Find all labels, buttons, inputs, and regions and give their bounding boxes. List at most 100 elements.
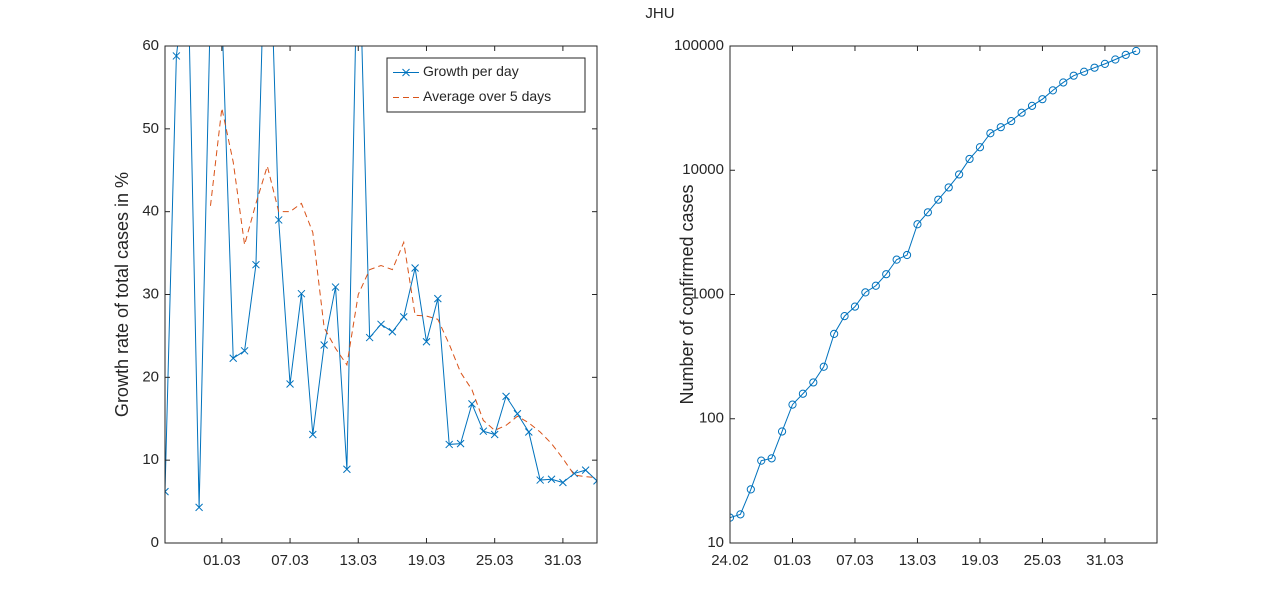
series-line bbox=[730, 50, 1137, 519]
x-tick-label: 25.03 bbox=[476, 552, 514, 569]
marker bbox=[172, 52, 181, 60]
marker bbox=[1069, 71, 1078, 80]
marker bbox=[986, 129, 995, 138]
marker bbox=[1132, 46, 1141, 56]
y-tick-label: 30 bbox=[142, 285, 159, 302]
marker bbox=[593, 477, 597, 485]
marker bbox=[513, 409, 522, 418]
x-tick-label: 31.03 bbox=[544, 552, 582, 569]
marker bbox=[1090, 63, 1099, 72]
x-tick-label: 07.03 bbox=[271, 552, 309, 569]
x-tick-label: 31.03 bbox=[1086, 552, 1124, 569]
marker bbox=[286, 380, 294, 388]
marker bbox=[547, 475, 556, 484]
marker bbox=[809, 378, 818, 387]
marker bbox=[850, 302, 860, 311]
marker bbox=[433, 294, 442, 303]
marker bbox=[746, 485, 755, 494]
marker bbox=[819, 362, 828, 371]
marker bbox=[1111, 55, 1120, 64]
marker bbox=[536, 476, 545, 484]
marker bbox=[479, 427, 488, 436]
y-tick-label: 1000 bbox=[691, 285, 724, 302]
y-tick-label: 20 bbox=[142, 368, 159, 385]
x-tick-label: 13.03 bbox=[339, 552, 377, 569]
x-tick-label: 24.02 bbox=[711, 552, 749, 569]
marker bbox=[1017, 108, 1026, 117]
axes-background bbox=[730, 46, 1157, 543]
axes-background bbox=[165, 46, 597, 543]
marker bbox=[757, 456, 766, 465]
marker bbox=[1059, 78, 1068, 87]
marker bbox=[343, 465, 351, 474]
marker bbox=[1048, 86, 1057, 95]
marker bbox=[944, 183, 953, 192]
marker bbox=[798, 389, 808, 398]
marker bbox=[195, 503, 203, 512]
marker bbox=[996, 123, 1005, 132]
marker bbox=[229, 354, 238, 363]
y-tick-label: 40 bbox=[142, 203, 159, 220]
marker bbox=[165, 487, 169, 496]
marker bbox=[955, 170, 964, 179]
marker bbox=[274, 216, 283, 224]
marker bbox=[840, 312, 849, 321]
y-tick-label: 10000 bbox=[682, 161, 724, 178]
legend-label: Growth per day bbox=[423, 63, 519, 79]
y-tick-label: 50 bbox=[142, 120, 159, 137]
marker bbox=[1100, 59, 1110, 68]
marker bbox=[456, 439, 465, 448]
marker bbox=[297, 289, 306, 298]
marker bbox=[207, 1, 214, 8]
y-tick-label: 0 bbox=[151, 534, 159, 551]
marker bbox=[902, 250, 912, 260]
marker bbox=[736, 510, 745, 519]
x-tick-label: 19.03 bbox=[408, 552, 446, 569]
marker bbox=[1027, 101, 1037, 110]
marker bbox=[1121, 50, 1130, 60]
marker bbox=[445, 440, 454, 449]
series-line bbox=[209, 108, 597, 479]
marker bbox=[331, 283, 340, 291]
marker bbox=[252, 260, 260, 269]
marker bbox=[861, 288, 870, 297]
y-tick-label: 10 bbox=[707, 534, 724, 551]
marker bbox=[581, 466, 590, 474]
legend-label: Average over 5 days bbox=[423, 88, 551, 104]
figure-title: JHU bbox=[645, 5, 674, 22]
marker bbox=[830, 329, 839, 338]
marker bbox=[240, 346, 249, 355]
marker bbox=[399, 313, 408, 321]
marker bbox=[502, 392, 510, 401]
x-tick-label: 13.03 bbox=[899, 552, 937, 569]
marker bbox=[934, 195, 943, 204]
marker bbox=[1038, 95, 1047, 104]
x-tick-label: 19.03 bbox=[961, 552, 999, 569]
marker bbox=[524, 428, 533, 436]
y-tick-label: 100000 bbox=[674, 37, 724, 54]
marker bbox=[308, 430, 317, 439]
marker bbox=[788, 400, 797, 409]
y-tick-label: 100 bbox=[699, 410, 724, 427]
y-axis-label: Number of confirmed cases bbox=[677, 184, 697, 404]
y-axis-label: Growth rate of total cases in % bbox=[112, 172, 132, 417]
plot-area bbox=[165, 1, 597, 512]
marker bbox=[923, 208, 932, 217]
marker bbox=[218, 9, 225, 16]
marker bbox=[975, 143, 985, 152]
marker bbox=[559, 478, 567, 487]
x-tick-label: 25.03 bbox=[1024, 552, 1062, 569]
marker bbox=[490, 430, 499, 439]
x-tick-label: 01.03 bbox=[203, 552, 241, 569]
marker bbox=[882, 270, 891, 279]
marker bbox=[388, 327, 397, 336]
x-tick-label: 01.03 bbox=[774, 552, 812, 569]
legend-box bbox=[386, 57, 586, 113]
marker bbox=[777, 427, 787, 436]
marker bbox=[871, 281, 880, 290]
marker bbox=[1079, 67, 1089, 76]
marker bbox=[1007, 116, 1016, 126]
marker bbox=[411, 264, 419, 272]
marker bbox=[468, 399, 476, 408]
